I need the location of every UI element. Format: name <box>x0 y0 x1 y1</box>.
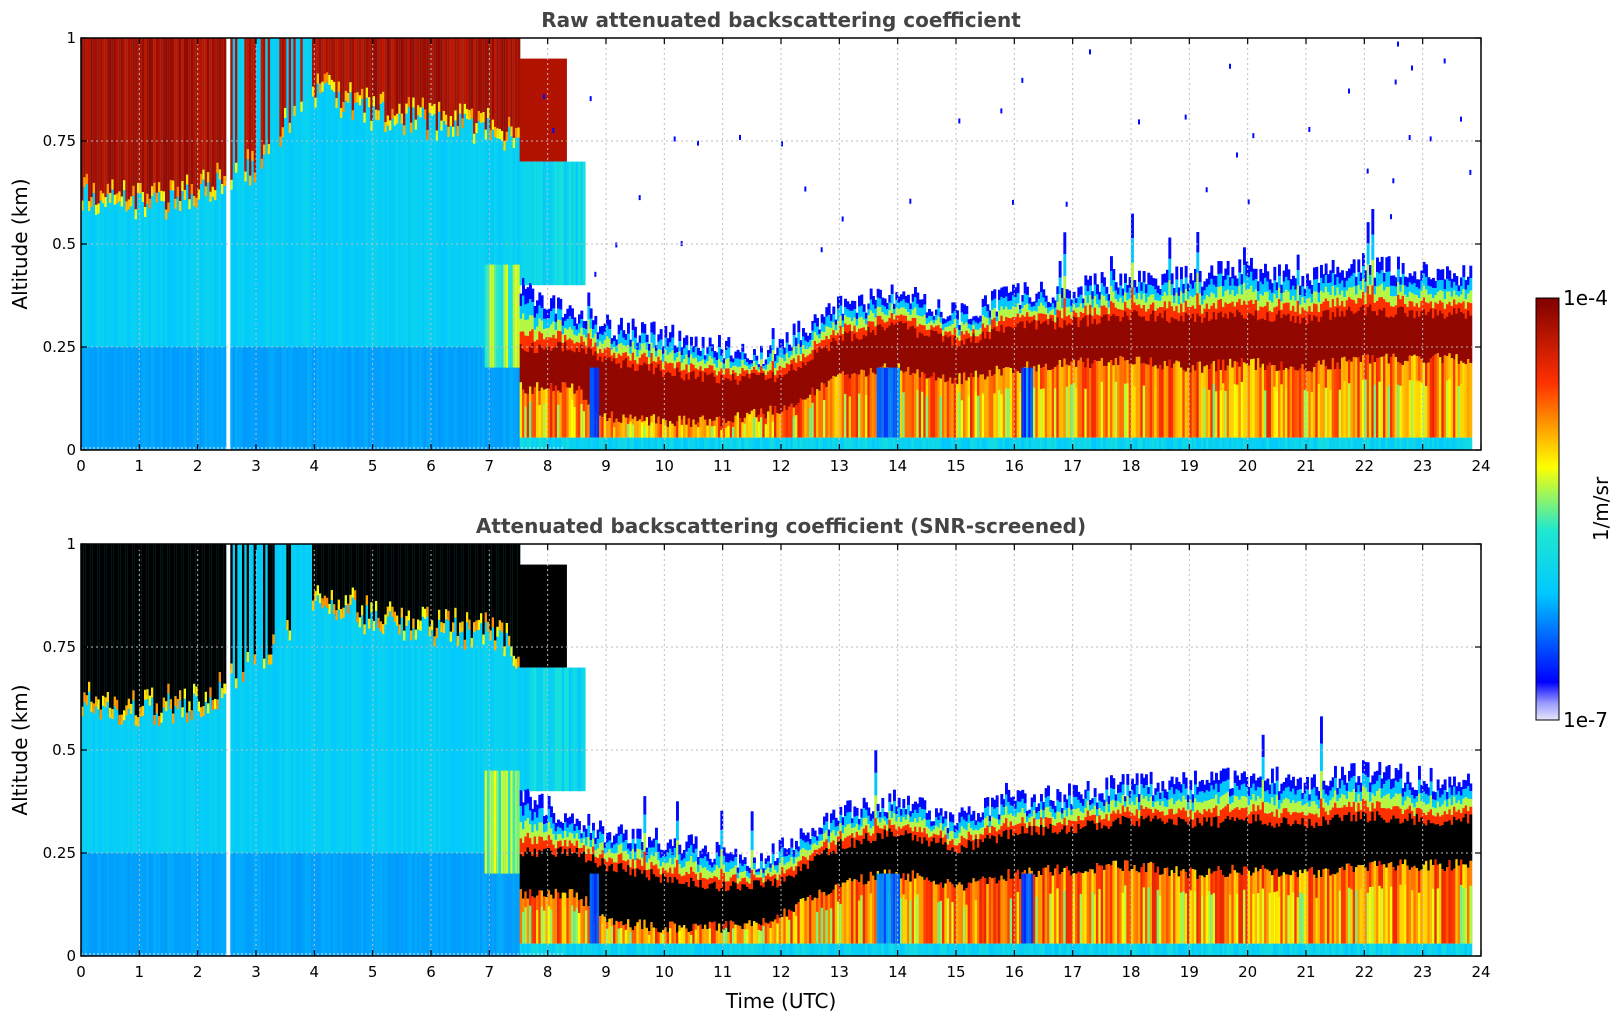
y-tick-label: 0.75 <box>43 132 76 150</box>
x-tick-label: 21 <box>1296 963 1315 981</box>
panel-raw-grid <box>81 38 1481 450</box>
x-tick-label: 22 <box>1355 457 1374 475</box>
x-tick-label: 3 <box>251 963 261 981</box>
x-tick-label: 6 <box>426 457 436 475</box>
colorbar-min-label: 1e-7 <box>1563 708 1608 732</box>
y-tick-label: 0.25 <box>43 338 76 356</box>
x-tick-label: 13 <box>830 963 849 981</box>
y-tick-label: 0.5 <box>52 741 76 759</box>
panel-screened: Attenuated backscattering coefficient (S… <box>8 514 1491 1013</box>
x-tick-label: 15 <box>946 963 965 981</box>
x-tick-label: 22 <box>1355 963 1374 981</box>
y-tick-label: 0 <box>66 947 76 965</box>
panel-screened-xlabel: Time (UTC) <box>725 989 837 1013</box>
x-tick-label: 21 <box>1296 457 1315 475</box>
x-tick-label: 4 <box>310 457 320 475</box>
x-tick-label: 18 <box>1121 963 1140 981</box>
y-tick-label: 0.75 <box>43 638 76 656</box>
panel-raw-title: Raw attenuated backscattering coefficien… <box>541 8 1021 32</box>
panel-screened-grid <box>81 544 1481 956</box>
y-tick-label: 0.5 <box>52 235 76 253</box>
x-tick-label: 2 <box>193 963 203 981</box>
y-tick-label: 1 <box>66 29 76 47</box>
x-tick-label: 20 <box>1238 457 1257 475</box>
panel-raw-axes: 0 1 2 3 4 5 6 7 8 9 10 11 12 13 14 15 16 17 18 19 20 21 22 23 24… <box>43 29 1491 475</box>
colorbar-max-label: 1e-4 <box>1563 286 1608 310</box>
x-tick-label: 13 <box>830 457 849 475</box>
x-tick-label: 24 <box>1471 963 1490 981</box>
x-tick-label: 15 <box>946 457 965 475</box>
panel-screened-axes: 0 1 2 3 4 5 6 7 8 9 10 11 12 13 14 15 16 17 18 19 20 21 22 23 24… <box>43 535 1491 981</box>
x-tick-label: 0 <box>76 457 86 475</box>
panel-screened-ylabel: Altitude (km) <box>8 684 32 815</box>
x-tick-label: 19 <box>1180 457 1199 475</box>
x-tick-label: 8 <box>543 963 553 981</box>
x-tick-label: 8 <box>543 457 553 475</box>
y-tick-label: 0 <box>66 441 76 459</box>
x-tick-label: 2 <box>193 457 203 475</box>
x-tick-label: 17 <box>1063 457 1082 475</box>
x-tick-label: 20 <box>1238 963 1257 981</box>
colorbar-label: 1/m/sr <box>1589 476 1613 541</box>
x-tick-label: 10 <box>655 963 674 981</box>
x-tick-label: 23 <box>1413 963 1432 981</box>
x-tick-label: 23 <box>1413 457 1432 475</box>
panel-raw: Raw attenuated backscattering coefficien… <box>8 8 1491 475</box>
x-tick-label: 5 <box>368 457 378 475</box>
x-tick-label: 5 <box>368 963 378 981</box>
x-tick-label: 1 <box>135 457 145 475</box>
x-tick-label: 16 <box>1005 963 1024 981</box>
x-tick-label: 14 <box>888 963 907 981</box>
x-tick-label: 0 <box>76 963 86 981</box>
x-tick-label: 3 <box>251 457 261 475</box>
x-tick-label: 1 <box>135 963 145 981</box>
x-tick-label: 10 <box>655 457 674 475</box>
x-tick-label: 12 <box>771 457 790 475</box>
x-tick-label: 7 <box>485 963 495 981</box>
x-tick-label: 11 <box>713 963 732 981</box>
x-tick-label: 4 <box>310 963 320 981</box>
x-tick-label: 17 <box>1063 963 1082 981</box>
panel-raw-ylabel: Altitude (km) <box>8 178 32 309</box>
x-tick-label: 24 <box>1471 457 1490 475</box>
x-tick-label: 18 <box>1121 457 1140 475</box>
x-tick-label: 14 <box>888 457 907 475</box>
x-tick-label: 16 <box>1005 457 1024 475</box>
x-tick-label: 6 <box>426 963 436 981</box>
x-tick-label: 9 <box>601 457 611 475</box>
colorbar: 1e-4 1e-7 1/m/sr <box>1535 286 1613 732</box>
panel-screened-title: Attenuated backscattering coefficient (S… <box>476 514 1086 538</box>
x-tick-label: 12 <box>771 963 790 981</box>
y-tick-label: 0.25 <box>43 844 76 862</box>
x-tick-label: 19 <box>1180 963 1199 981</box>
x-tick-label: 7 <box>485 457 495 475</box>
y-tick-label: 1 <box>66 535 76 553</box>
colorbar-gradient <box>1535 297 1560 721</box>
x-tick-label: 11 <box>713 457 732 475</box>
x-tick-label: 9 <box>601 963 611 981</box>
